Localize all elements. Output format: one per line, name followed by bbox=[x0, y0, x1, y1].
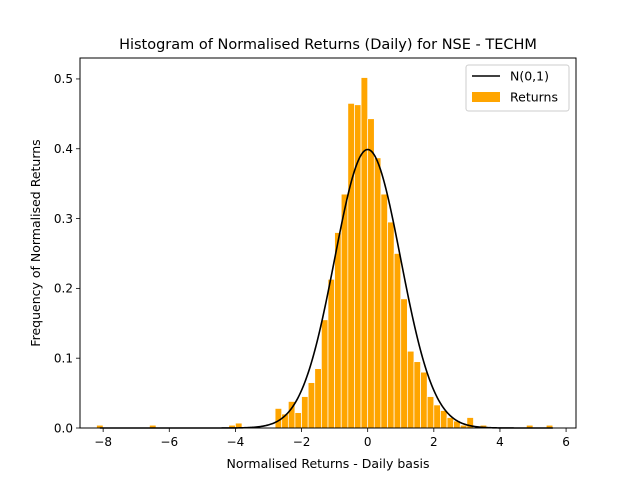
histogram-bar-29 bbox=[440, 410, 448, 429]
chart-legend: N(0,1) Returns bbox=[465, 64, 570, 112]
x-tick-label: 4 bbox=[496, 435, 504, 449]
histogram-bar-15 bbox=[347, 103, 355, 429]
y-tick-label: 0.3 bbox=[54, 212, 73, 226]
plot-frame bbox=[79, 57, 577, 429]
y-axis-label: Frequency of Normalised Returns bbox=[28, 139, 43, 346]
y-tick-label: 0.5 bbox=[54, 72, 73, 86]
x-tick-label: 6 bbox=[562, 435, 570, 449]
x-tick-label: −6 bbox=[160, 435, 178, 449]
histogram-bar-16 bbox=[354, 104, 362, 429]
histogram-bar-12 bbox=[327, 278, 335, 429]
histogram-bar-26 bbox=[420, 371, 428, 429]
histogram-bar-4 bbox=[274, 408, 283, 429]
histogram-bar-23 bbox=[400, 298, 408, 429]
x-axis-ticks: −8 −6 −4 −2 0 2 4 6 bbox=[94, 428, 570, 449]
legend-entry-normal: N(0,1) bbox=[510, 69, 549, 84]
histogram-bar-9 bbox=[307, 382, 316, 429]
histogram-bar-8 bbox=[301, 396, 309, 429]
x-tick-label: −8 bbox=[94, 435, 112, 449]
histogram-bar-30 bbox=[446, 417, 455, 429]
x-tick-label: −4 bbox=[227, 435, 245, 449]
x-axis-label: Normalised Returns - Daily basis bbox=[227, 456, 430, 471]
x-tick-label: −2 bbox=[293, 435, 311, 449]
histogram-bar-13 bbox=[334, 232, 342, 429]
histogram-bar-20 bbox=[380, 193, 388, 429]
histogram-bars bbox=[96, 77, 554, 429]
histogram-bar-18 bbox=[367, 118, 375, 429]
histogram-bar-7 bbox=[294, 412, 302, 429]
legend-bar-swatch bbox=[472, 92, 500, 102]
histogram-bar-24 bbox=[407, 350, 415, 429]
histogram-bar-25 bbox=[413, 361, 421, 429]
y-tick-label: 0.2 bbox=[54, 282, 73, 296]
y-tick-label: 0.4 bbox=[54, 142, 73, 156]
legend-entry-returns: Returns bbox=[510, 90, 558, 105]
chart-title: Histogram of Normalised Returns (Daily) … bbox=[119, 37, 537, 53]
histogram-bar-21 bbox=[387, 221, 395, 429]
histogram-bar-28 bbox=[433, 404, 441, 429]
y-axis-ticks: 0.0 0.1 0.2 0.3 0.4 0.5 bbox=[54, 72, 80, 435]
histogram-bar-27 bbox=[426, 396, 435, 429]
histogram-bar-19 bbox=[373, 157, 382, 429]
histogram-bar-11 bbox=[321, 319, 329, 429]
x-tick-label: 2 bbox=[430, 435, 438, 449]
x-tick-label: 0 bbox=[364, 435, 372, 449]
histogram-bar-22 bbox=[393, 253, 402, 429]
histogram-bar-17 bbox=[360, 77, 369, 429]
histogram-bar-14 bbox=[340, 193, 349, 429]
histogram-bar-10 bbox=[314, 368, 322, 429]
y-tick-label: 0.0 bbox=[54, 421, 73, 435]
y-tick-label: 0.1 bbox=[54, 351, 73, 365]
